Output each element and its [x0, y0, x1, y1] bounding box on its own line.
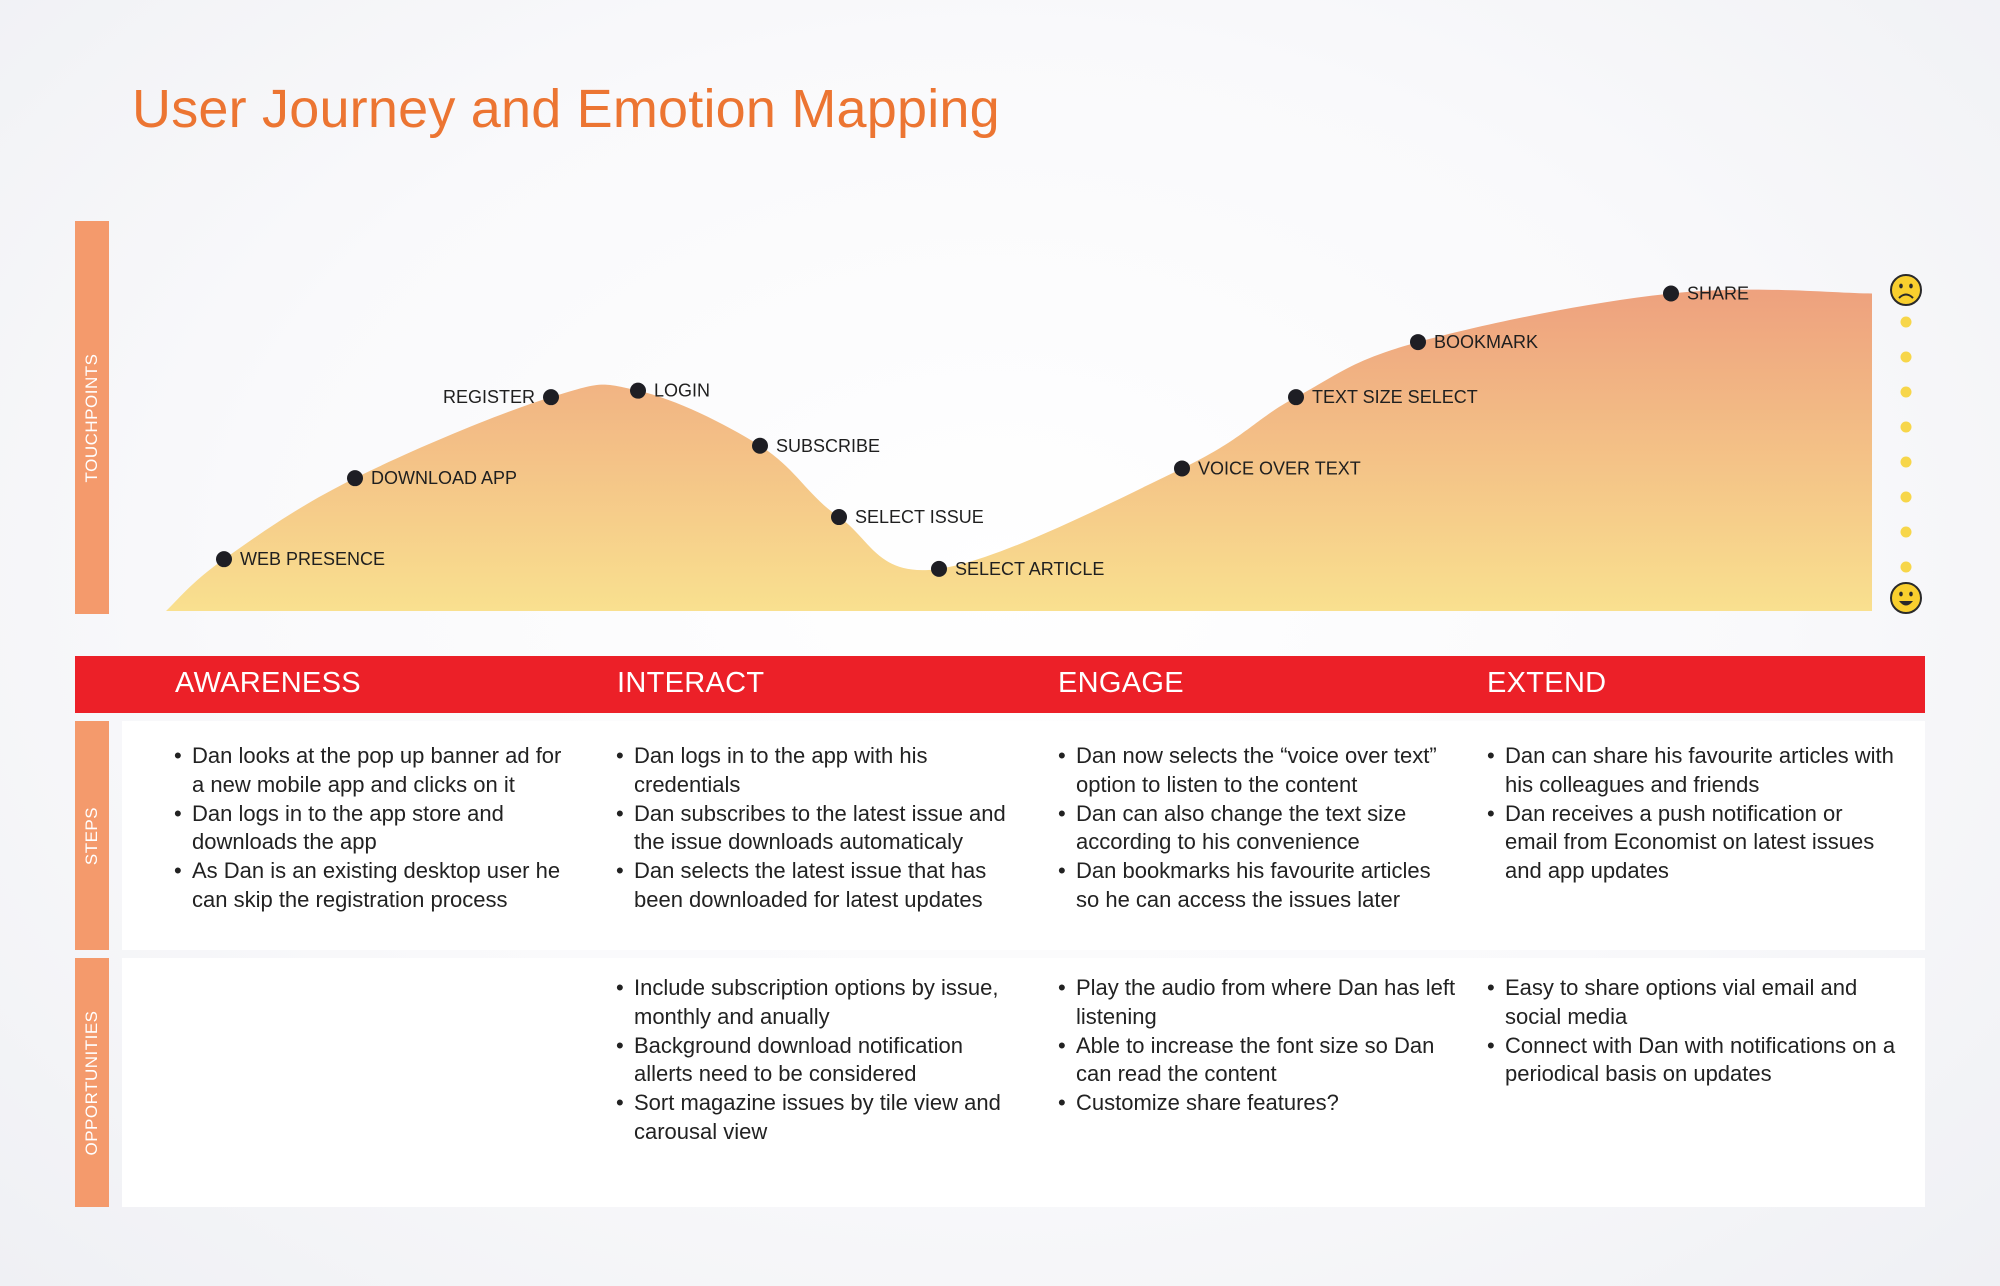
list-item: Dan can also change the text size accord…	[1058, 800, 1458, 858]
phase-engage: ENGAGE	[1058, 667, 1184, 699]
list-item: Dan now selects the “voice over text” op…	[1058, 742, 1458, 800]
touchpoint-label: WEB PRESENCE	[240, 549, 385, 569]
steps-label-text: STEPS	[82, 806, 101, 865]
touchpoint-label: SELECT ARTICLE	[955, 559, 1104, 579]
awareness-steps: Dan looks at the pop up banner ad for a …	[174, 742, 574, 915]
touchpoints-row-label: TOUCHPOINTS	[75, 221, 109, 614]
opportunities-panel: Include subscription options by issue, m…	[122, 958, 1925, 1207]
touchpoint-dot	[931, 560, 947, 577]
list-item: Able to increase the font size so Dan ca…	[1058, 1032, 1458, 1090]
list-item: Sort magazine issues by tile view and ca…	[616, 1089, 1016, 1147]
extend-steps: Dan can share his favourite articles wit…	[1487, 742, 1897, 886]
touchpoint-dot	[630, 382, 646, 399]
list-item: Include subscription options by issue, m…	[616, 974, 1016, 1032]
list-item: Dan bookmarks his favourite articles so …	[1058, 857, 1458, 915]
list-item: Dan logs in to the app store and downloa…	[174, 800, 574, 858]
list-item: Easy to share options vial email and soc…	[1487, 974, 1897, 1032]
emotion-scale	[1890, 274, 1922, 614]
list-item: Dan looks at the pop up banner ad for a …	[174, 742, 574, 800]
scale-dot	[1900, 491, 1912, 503]
scale-dot	[1900, 316, 1912, 328]
touchpoint-label: LOGIN	[654, 381, 710, 401]
touchpoint-label: BOOKMARK	[1434, 332, 1538, 352]
interact-opportunities: Include subscription options by issue, m…	[616, 974, 1016, 1147]
list-item: Dan can share his favourite articles wit…	[1487, 742, 1897, 800]
touchpoint-label: REGISTER	[443, 387, 535, 407]
touchpoint-dot	[347, 470, 363, 487]
scale-dot	[1900, 561, 1912, 573]
touchpoint-label: SELECT ISSUE	[855, 507, 984, 527]
emotion-curve-chart: WEB PRESENCE DOWNLOAD APP REGISTER LOGIN SUB…	[166, 274, 1922, 614]
steps-panel: Dan looks at the pop up banner ad for a …	[122, 721, 1925, 950]
list-item: Connect with Dan with notifications on a…	[1487, 1032, 1897, 1090]
list-item: Dan subscribes to the latest issue and t…	[616, 800, 1016, 858]
phase-awareness: AWARENESS	[175, 667, 361, 699]
engage-steps: Dan now selects the “voice over text” op…	[1058, 742, 1458, 915]
touchpoint-dot	[1410, 334, 1426, 351]
touchpoint-dot	[831, 509, 847, 526]
touchpoint-label: DOWNLOAD APP	[371, 468, 517, 488]
engage-opportunities: Play the audio from where Dan has left l…	[1058, 974, 1458, 1118]
touchpoint-dot	[752, 437, 768, 454]
list-item: Play the audio from where Dan has left l…	[1058, 974, 1458, 1032]
scale-dot	[1900, 421, 1912, 433]
phase-extend: EXTEND	[1487, 667, 1607, 699]
extend-opportunities: Easy to share options vial email and soc…	[1487, 974, 1897, 1089]
emotion-area	[166, 289, 1872, 611]
phase-header-bar: AWARENESS INTERACT ENGAGE EXTEND	[75, 656, 1925, 713]
touchpoint-label: TEXT SIZE SELECT	[1312, 387, 1478, 407]
list-item: Dan receives a push notification or emai…	[1487, 800, 1897, 886]
touchpoint-dot	[1174, 460, 1190, 477]
touchpoint-dot	[216, 551, 232, 568]
interact-steps: Dan logs in to the app with his credenti…	[616, 742, 1016, 915]
touchpoint-label: SUBSCRIBE	[776, 436, 880, 456]
opportunities-row-label: OPPORTUNITIES	[75, 958, 109, 1207]
opportunities-label-text: OPPORTUNITIES	[82, 1009, 101, 1156]
list-item: Dan logs in to the app with his credenti…	[616, 742, 1016, 800]
smile-emoji-icon	[1890, 582, 1922, 614]
scale-dot	[1900, 386, 1912, 398]
frown-emoji-icon	[1890, 274, 1922, 306]
list-item: Background download notification allerts…	[616, 1032, 1016, 1090]
touchpoint-dot	[543, 389, 559, 406]
scale-dot	[1900, 456, 1912, 468]
list-item: As Dan is an existing desktop user he ca…	[174, 857, 574, 915]
steps-row-label: STEPS	[75, 721, 109, 950]
touchpoint-label: VOICE OVER TEXT	[1198, 458, 1361, 478]
list-item: Customize share features?	[1058, 1089, 1458, 1118]
list-item: Dan selects the latest issue that has be…	[616, 857, 1016, 915]
touchpoint-label: SHARE	[1687, 283, 1749, 303]
touchpoints-layer: WEB PRESENCE DOWNLOAD APP REGISTER LOGIN SUB…	[216, 283, 1749, 579]
phase-interact: INTERACT	[617, 667, 765, 699]
touchpoint-dot	[1663, 285, 1679, 302]
page-title: User Journey and Emotion Mapping	[132, 79, 1000, 139]
scale-dot	[1900, 351, 1912, 363]
touchpoint-dot	[1288, 389, 1304, 406]
scale-dot	[1900, 526, 1912, 538]
